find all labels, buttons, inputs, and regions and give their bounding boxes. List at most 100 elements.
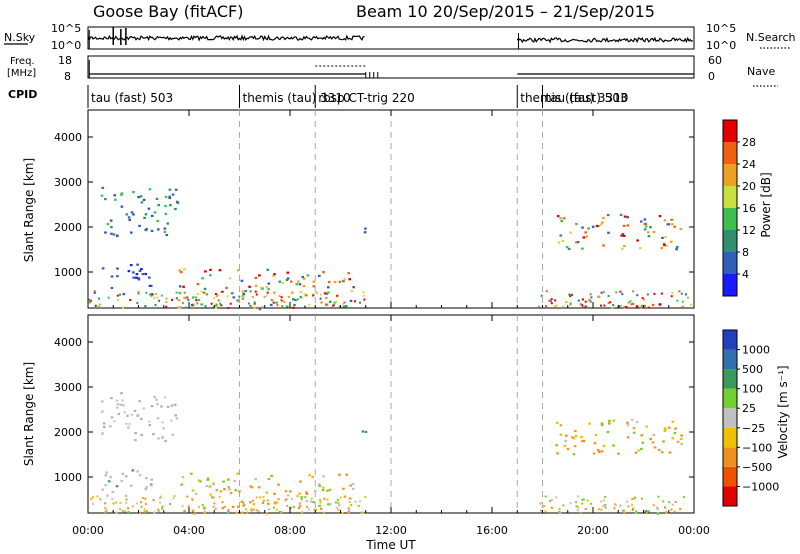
echo-cell <box>561 239 565 242</box>
echo-cell <box>142 407 146 410</box>
noise-right-tick-high: 10^5 <box>706 22 736 35</box>
echo-cell <box>164 439 167 443</box>
echo-cell <box>584 231 587 234</box>
echo-cell <box>140 201 144 204</box>
colorbar-cell <box>723 142 737 164</box>
echo-cell <box>621 233 625 236</box>
echo-cell <box>359 301 361 304</box>
echo-cell <box>185 306 188 309</box>
echo-cell <box>634 511 638 514</box>
colorbar-tick-label: 1000 <box>742 344 770 357</box>
echo-cell <box>98 303 101 306</box>
echo-cell <box>612 444 615 447</box>
echo-cell <box>582 298 584 301</box>
echo-cell <box>135 276 138 279</box>
echo-cell <box>631 503 634 506</box>
echo-cell <box>664 236 667 239</box>
echo-cell <box>252 508 255 511</box>
echo-cell <box>122 306 124 309</box>
echo-cell <box>641 297 644 300</box>
echo-cell <box>191 497 194 500</box>
echo-cell <box>305 500 309 503</box>
echo-cell <box>250 509 254 512</box>
echo-cell <box>228 277 232 280</box>
echo-cell <box>183 268 186 271</box>
echo-cell <box>656 512 660 515</box>
echo-cell <box>148 424 152 427</box>
echo-cell <box>549 300 552 303</box>
freq-left-tick-low: 8 <box>64 70 71 83</box>
echo-cell <box>217 299 220 302</box>
echo-cell <box>140 268 143 271</box>
echo-cell <box>190 472 193 475</box>
echo-cell <box>156 296 159 299</box>
echo-cell <box>136 302 139 305</box>
echo-cell <box>173 403 177 406</box>
echo-cell <box>646 293 649 296</box>
echo-cell <box>326 303 329 306</box>
echo-cell <box>173 495 176 498</box>
echo-cell <box>162 427 165 430</box>
echo-cell <box>622 224 626 227</box>
echo-cell <box>184 296 187 299</box>
echo-cell <box>135 502 138 505</box>
echo-cell <box>127 216 131 219</box>
echo-cell <box>354 500 357 503</box>
echo-cell <box>318 274 321 277</box>
colorbar-tick-label: 500 <box>742 363 763 376</box>
echo-cell <box>626 421 629 424</box>
echo-cell <box>157 510 160 513</box>
echo-cell <box>191 499 194 501</box>
echo-cell <box>119 403 123 406</box>
nsky-line-a <box>87 34 365 42</box>
echo-cell <box>602 216 605 219</box>
echo-cell <box>94 304 97 307</box>
echo-cell <box>312 501 315 504</box>
echo-cell <box>262 499 265 502</box>
echo-cell <box>619 504 622 507</box>
freq-right-tick-low: 0 <box>708 70 715 83</box>
echo-cell <box>227 486 231 489</box>
echo-cell <box>668 451 672 454</box>
echo-cell <box>309 500 313 503</box>
echo-cell <box>144 503 147 505</box>
echo-cell <box>286 271 290 274</box>
echo-cell <box>589 300 592 303</box>
echo-cell <box>321 486 325 489</box>
echo-cell <box>197 479 201 482</box>
freq-label-line1: Freq. <box>10 56 35 67</box>
echo-cell <box>640 434 643 437</box>
echo-cell <box>589 293 592 296</box>
echo-cell <box>559 424 563 427</box>
echo-cell <box>210 302 213 305</box>
echo-cell <box>662 500 665 503</box>
velocity-echoes <box>90 392 685 516</box>
echo-cell <box>124 494 128 497</box>
echo-cell <box>278 280 281 283</box>
echo-cell <box>248 285 251 288</box>
echo-cell <box>237 269 240 272</box>
echo-cell <box>671 420 675 423</box>
echo-cell <box>141 497 144 500</box>
echo-cell <box>169 503 172 505</box>
echo-cell <box>545 290 548 293</box>
echo-cell <box>212 505 215 508</box>
echo-cell <box>225 286 228 289</box>
echo-cell <box>116 294 119 297</box>
echo-cell <box>278 510 281 513</box>
echo-cell <box>573 445 577 448</box>
echo-cell <box>652 504 655 507</box>
echo-cell <box>250 486 254 489</box>
echo-cell <box>153 211 157 214</box>
echo-cell <box>236 299 239 302</box>
echo-cell <box>244 289 248 293</box>
echo-cell <box>639 306 642 309</box>
echo-cell <box>223 488 226 491</box>
echo-cell <box>253 302 256 305</box>
echo-cell <box>123 411 126 414</box>
echo-cell <box>652 231 656 234</box>
echo-cell <box>559 433 563 436</box>
echo-cell <box>347 507 350 510</box>
echo-cell <box>266 499 269 502</box>
echo-cell <box>215 303 218 306</box>
